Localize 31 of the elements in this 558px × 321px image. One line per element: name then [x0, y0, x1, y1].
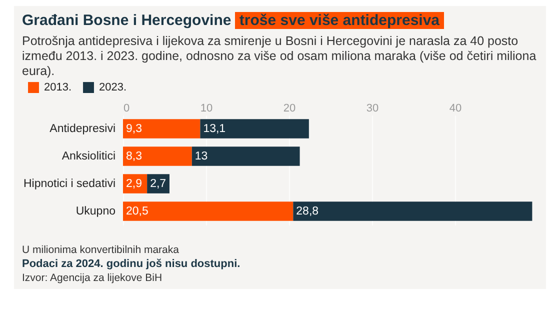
data-label: 8,3: [126, 150, 142, 162]
y-tick-label: Hipnotici i sedativi: [23, 178, 116, 190]
text: Izvor: Agencija za lijekove BiH: [22, 271, 164, 285]
y-tick-label: Anksiolitici: [62, 150, 116, 162]
bar: [123, 146, 192, 166]
data-label: 13: [194, 150, 208, 162]
x-tick-label: 20: [283, 102, 296, 114]
bar: [123, 119, 200, 138]
x-tick-label: 30: [366, 102, 379, 114]
chart-subtitle: Potrošnja antidepresiva i lijekova za smirenje u Bosni i Hercegovini je narasla za 40 posto između 2013. i 2023. godine, odnosno za više od osam miliona maraka (više od četiri miliona eura).: [22, 34, 538, 79]
data-label: 13,1: [203, 122, 226, 135]
data-label: 2,9: [126, 178, 142, 190]
bar: [200, 119, 309, 138]
data-label: 28,8: [296, 205, 319, 218]
y-tick-label: Ukupno: [76, 205, 116, 218]
text: Podaci za 2024. godinu još nisu dostupni.: [22, 257, 242, 271]
text: U milionima konvertibilnih maraka: [22, 243, 180, 257]
data-label: 9,3: [126, 122, 142, 135]
bar: [123, 202, 294, 221]
x-tick-label: 0: [124, 102, 130, 114]
legend-label: 2023.: [99, 82, 127, 94]
bar: [192, 146, 300, 166]
data-label: 2,7: [150, 178, 166, 190]
x-tick-label: 40: [449, 102, 462, 114]
chart-title: Građani Bosne i Hercegovine troše sve više antidepresiva: [22, 12, 441, 29]
data-label: 20,5: [126, 205, 148, 218]
bar: [147, 174, 170, 194]
x-tick-label: 10: [200, 102, 213, 114]
bar: [293, 202, 532, 221]
legend-label: 2013.: [44, 82, 72, 94]
y-tick-label: Antidepresivi: [50, 122, 116, 135]
